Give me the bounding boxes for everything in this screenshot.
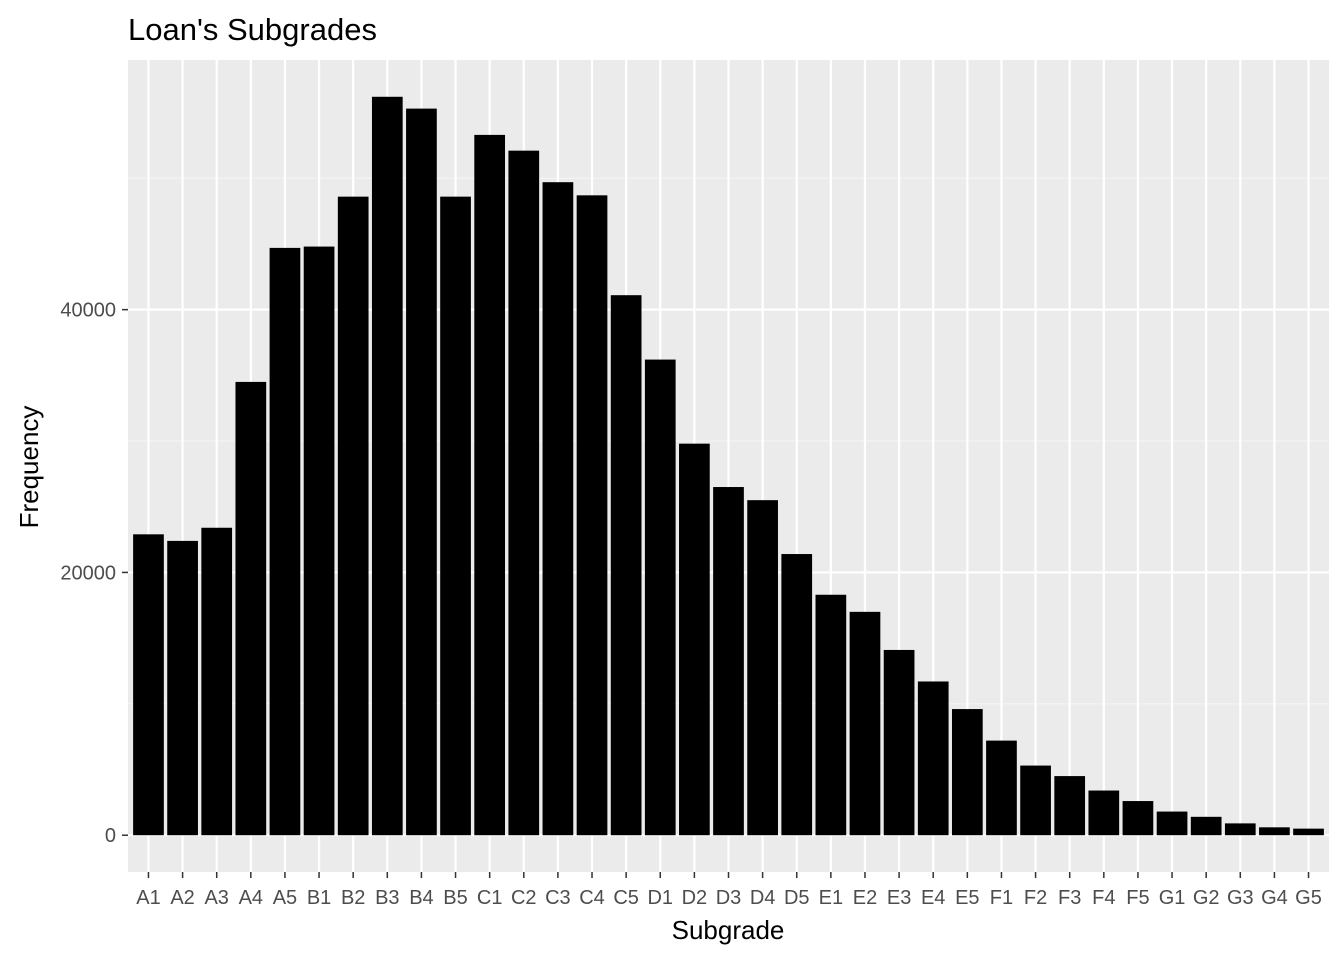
bar-F3: [1054, 776, 1086, 836]
bar-E3: [883, 649, 915, 836]
bar-G2: [1190, 816, 1222, 836]
x-axis: A1 A2 A3 A4 A5 B1 B2 B3 B4 B5 C1 C2 C3 C4 C5 D1 D2 D3 D4 D5…: [136, 872, 1322, 909]
x-tick-label-C1: C1: [477, 887, 503, 909]
bar-F4: [1088, 790, 1120, 836]
bar-C5: [610, 295, 642, 836]
x-tick-label-D4: D4: [750, 887, 776, 909]
x-tick-label-B2: B2: [341, 887, 365, 909]
bar-B5: [440, 196, 471, 836]
x-tick-label-A4: A4: [239, 887, 263, 909]
bar-A2: [167, 540, 198, 836]
x-tick-label-D3: D3: [716, 887, 742, 909]
x-tick-label-B5: B5: [443, 887, 467, 909]
x-tick-label-D5: D5: [784, 887, 810, 909]
x-tick-label-G2: G2: [1193, 887, 1220, 909]
bar-E2: [849, 611, 881, 836]
x-tick-label-F2: F2: [1024, 887, 1047, 909]
bar-C1: [474, 134, 506, 836]
x-tick-label-F3: F3: [1058, 887, 1081, 909]
x-tick-label-C2: C2: [511, 887, 537, 909]
bar-D3: [713, 487, 744, 836]
bar-F1: [986, 740, 1017, 836]
x-tick-label-B4: B4: [409, 887, 433, 909]
x-tick-label-A1: A1: [136, 887, 160, 909]
bar-C4: [576, 195, 608, 836]
bar-B4: [406, 108, 437, 836]
x-tick-label-B1: B1: [307, 887, 331, 909]
bar-A5: [269, 247, 301, 836]
bar-B2: [337, 196, 369, 836]
bar-F5: [1122, 801, 1154, 836]
bar-A4: [235, 381, 267, 836]
bar-D4: [747, 500, 778, 836]
bar-B1: [303, 246, 335, 836]
x-tick-label-G4: G4: [1261, 887, 1288, 909]
x-tick-label-B3: B3: [375, 887, 399, 909]
x-tick-label-D2: D2: [682, 887, 708, 909]
bar-G4: [1259, 827, 1290, 836]
bar-B3: [371, 96, 403, 836]
bar-G3: [1224, 823, 1256, 836]
x-tick-label-A3: A3: [204, 887, 228, 909]
x-tick-label-E3: E3: [887, 887, 911, 909]
x-tick-label-E2: E2: [853, 887, 877, 909]
y-tick-label: 40000: [60, 300, 116, 322]
bar-C2: [508, 150, 540, 836]
x-tick-label-F5: F5: [1126, 887, 1149, 909]
x-tick-label-D1: D1: [647, 887, 673, 909]
bar-G1: [1156, 811, 1188, 836]
bar-F2: [1020, 765, 1051, 836]
y-axis-title: Frequency: [14, 406, 44, 529]
bars: [133, 96, 1324, 836]
x-tick-label-E4: E4: [921, 887, 945, 909]
x-tick-label-C3: C3: [545, 887, 571, 909]
x-tick-label-F1: F1: [990, 887, 1013, 909]
bar-G5: [1293, 828, 1324, 836]
bar-A1: [133, 534, 164, 836]
x-tick-label-A2: A2: [170, 887, 194, 909]
bar-D2: [679, 443, 710, 836]
bar-A3: [201, 527, 233, 836]
x-tick-label-C4: C4: [579, 887, 605, 909]
y-tick-label: 20000: [60, 562, 116, 584]
y-tick-label: 0: [105, 825, 116, 847]
x-tick-label-C5: C5: [613, 887, 639, 909]
x-axis-title: Subgrade: [672, 915, 785, 945]
bar-E1: [815, 594, 847, 836]
bar-D1: [644, 359, 676, 836]
bar-D5: [781, 554, 813, 836]
x-tick-label-E5: E5: [955, 887, 979, 909]
chart-title: Loan's Subgrades: [128, 12, 377, 47]
y-axis: 0 20000 40000: [60, 300, 128, 847]
x-tick-label-A5: A5: [273, 887, 297, 909]
x-tick-label-G5: G5: [1295, 887, 1322, 909]
bar-E5: [951, 709, 983, 836]
x-tick-label-F4: F4: [1092, 887, 1115, 909]
x-tick-label-G1: G1: [1159, 887, 1186, 909]
x-tick-label-G3: G3: [1227, 887, 1254, 909]
x-tick-label-E1: E1: [819, 887, 843, 909]
bar-E4: [917, 681, 949, 836]
bar-C3: [542, 182, 574, 836]
